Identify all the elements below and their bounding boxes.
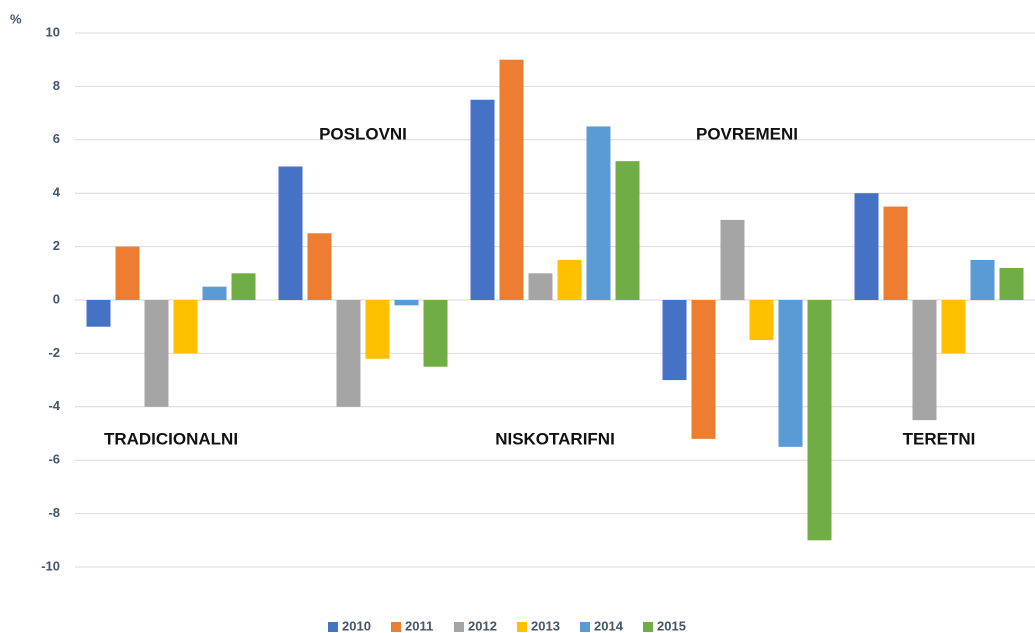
bar	[528, 273, 553, 300]
legend-swatch	[643, 622, 653, 632]
bar	[86, 300, 111, 327]
y-tick-label: 6	[53, 131, 60, 146]
bar	[691, 300, 716, 439]
legend-label: 2014	[594, 618, 624, 633]
legend-label: 2010	[342, 618, 371, 633]
y-tick-label: -8	[48, 505, 60, 520]
bar	[807, 300, 832, 541]
y-tick-label: -10	[41, 558, 60, 573]
legend-label: 2015	[657, 618, 686, 633]
legend-label: 2011	[405, 618, 433, 633]
bar	[970, 259, 995, 300]
bar	[778, 300, 803, 447]
legend-swatch	[517, 622, 527, 632]
bar	[615, 161, 640, 300]
bar	[720, 219, 745, 300]
bar	[231, 273, 256, 300]
bar	[854, 193, 879, 300]
bar	[144, 300, 169, 407]
category-label: TRADICIONALNI	[104, 429, 238, 448]
bar	[115, 246, 140, 300]
legend-label: 2012	[468, 618, 497, 633]
y-tick-label: 10	[46, 24, 60, 39]
legend-swatch	[580, 622, 590, 632]
bar	[999, 267, 1024, 300]
bar	[749, 300, 774, 341]
category-label: POSLOVNI	[319, 124, 407, 143]
bar	[941, 300, 966, 354]
y-tick-label: 4	[53, 185, 61, 200]
y-tick-label: 2	[53, 238, 60, 253]
y-tick-label: -2	[48, 345, 60, 360]
y-axis-label: %	[10, 11, 22, 26]
bar	[470, 99, 495, 300]
bar	[586, 126, 611, 300]
legend-label: 2013	[531, 618, 560, 633]
bar	[365, 300, 390, 359]
bar	[883, 206, 908, 300]
bar	[202, 286, 227, 300]
bar	[423, 300, 448, 367]
bar	[278, 166, 303, 300]
bar	[336, 300, 361, 407]
legend-swatch	[454, 622, 464, 632]
bar	[307, 233, 332, 300]
category-label: NISKOTARIFNI	[495, 429, 615, 448]
y-tick-label: 8	[53, 78, 60, 93]
bar	[557, 259, 582, 300]
bar	[394, 300, 419, 306]
bar	[499, 59, 524, 301]
bar	[912, 300, 937, 421]
legend-swatch	[328, 622, 338, 632]
legend-swatch	[391, 622, 401, 632]
bar	[662, 300, 687, 381]
y-tick-label: 0	[53, 291, 60, 306]
bar	[173, 300, 198, 354]
category-label: POVREMENI	[696, 124, 798, 143]
category-label: TERETNI	[903, 429, 976, 448]
y-tick-label: -6	[48, 452, 60, 467]
y-tick-label: -4	[48, 398, 60, 413]
